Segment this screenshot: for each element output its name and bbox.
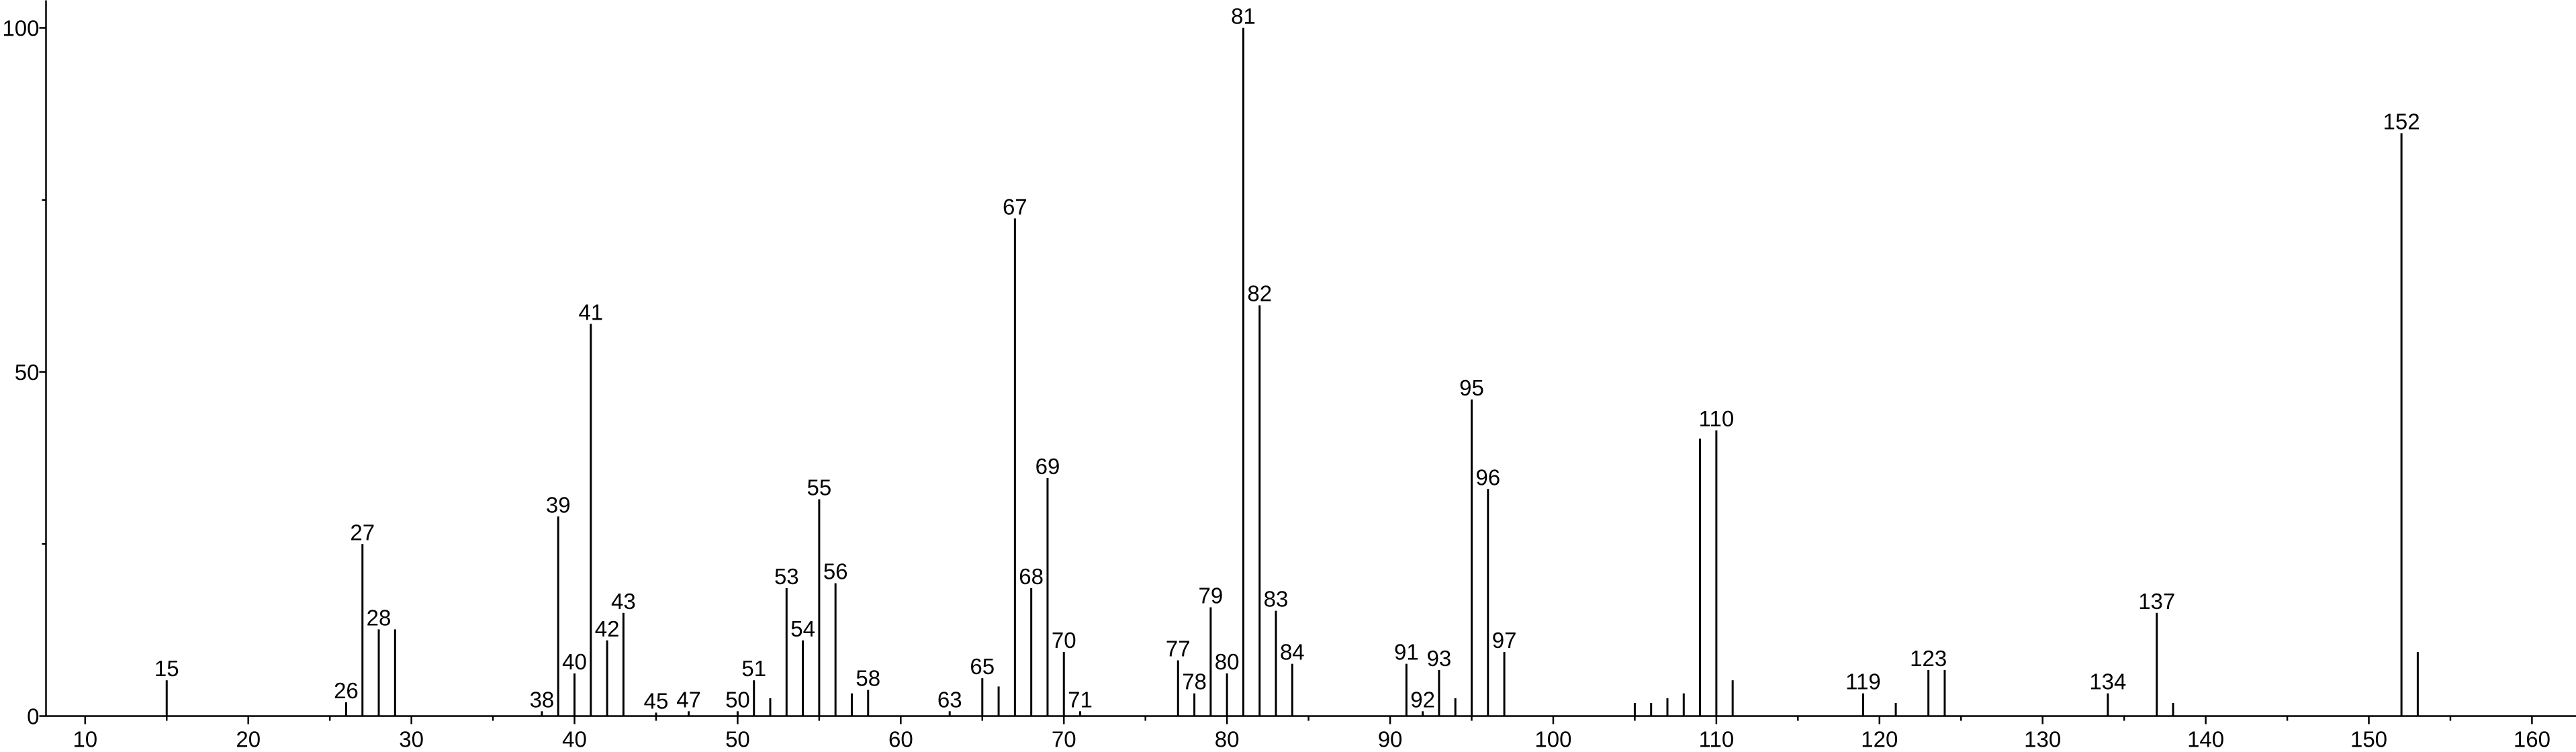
peak-label: 53 [774, 564, 799, 589]
peak-label: 15 [154, 656, 179, 681]
x-tick-label: 80 [1215, 727, 1240, 752]
peak-label: 67 [1003, 194, 1027, 219]
x-tick-label: 150 [2350, 727, 2387, 752]
peak-label: 65 [970, 654, 995, 679]
peak-label: 58 [856, 666, 880, 691]
peak-label: 68 [1019, 564, 1044, 589]
x-tick-label: 140 [2187, 727, 2224, 752]
x-tick-label: 10 [73, 727, 97, 752]
peak-label: 40 [562, 649, 587, 674]
peak-label: 55 [807, 475, 832, 500]
peak-label: 26 [334, 678, 359, 703]
peak-label: 63 [937, 687, 962, 712]
peak-label: 38 [530, 687, 555, 712]
peak-label: 83 [1264, 587, 1289, 612]
peak-label: 42 [595, 616, 620, 641]
x-tick-label: 90 [1378, 727, 1403, 752]
x-tick-label: 160 [2514, 727, 2550, 752]
y-tick-label: 50 [15, 360, 40, 385]
x-tick-label: 110 [1699, 727, 1735, 752]
peak-label: 77 [1166, 636, 1191, 661]
peak-label: 80 [1215, 649, 1240, 674]
peak-label: 47 [676, 687, 701, 712]
peak-label: 27 [350, 520, 375, 545]
peak-label: 123 [1910, 646, 1947, 671]
peak-label: 50 [725, 687, 750, 712]
peak-label: 69 [1036, 454, 1060, 479]
peak-label: 152 [2383, 109, 2420, 134]
x-tick-label: 70 [1052, 727, 1076, 752]
peak-label: 97 [1492, 628, 1517, 653]
peak-label: 93 [1427, 646, 1452, 671]
peak-label: 96 [1475, 465, 1500, 489]
peak-label: 45 [644, 688, 669, 713]
peak-label: 81 [1231, 4, 1256, 29]
peak-label: 119 [1845, 669, 1881, 694]
x-tick-label: 60 [888, 727, 913, 752]
peak-label: 54 [790, 616, 815, 641]
peak-label: 92 [1410, 687, 1435, 712]
x-tick-label: 130 [2024, 727, 2061, 752]
peak-label: 79 [1199, 583, 1224, 608]
x-tick-label: 50 [725, 727, 750, 752]
y-tick-label: 0 [27, 704, 39, 729]
y-tick-label: 100 [2, 16, 39, 41]
peak-label: 84 [1280, 640, 1305, 665]
peak-label: 51 [741, 656, 766, 681]
peak-label: 82 [1247, 281, 1272, 306]
peak-label: 134 [2089, 669, 2126, 694]
peak-label: 137 [2138, 589, 2175, 614]
peak-label: 28 [367, 605, 392, 630]
x-tick-label: 100 [1534, 727, 1571, 752]
peak-label: 39 [546, 492, 571, 517]
peak-label: 71 [1068, 687, 1093, 712]
x-tick-label: 120 [1861, 727, 1898, 752]
peak-label: 91 [1394, 640, 1419, 665]
x-tick-label: 40 [562, 727, 587, 752]
x-tick-label: 20 [236, 727, 261, 752]
peak-label: 78 [1182, 669, 1207, 694]
peak-label: 56 [823, 559, 848, 584]
peak-label: 41 [578, 299, 603, 324]
peak-label: 43 [611, 589, 636, 614]
peak-label: 70 [1052, 628, 1076, 653]
peak-label: 95 [1459, 375, 1484, 400]
x-tick-label: 30 [399, 727, 424, 752]
peak-label: 110 [1699, 406, 1735, 431]
